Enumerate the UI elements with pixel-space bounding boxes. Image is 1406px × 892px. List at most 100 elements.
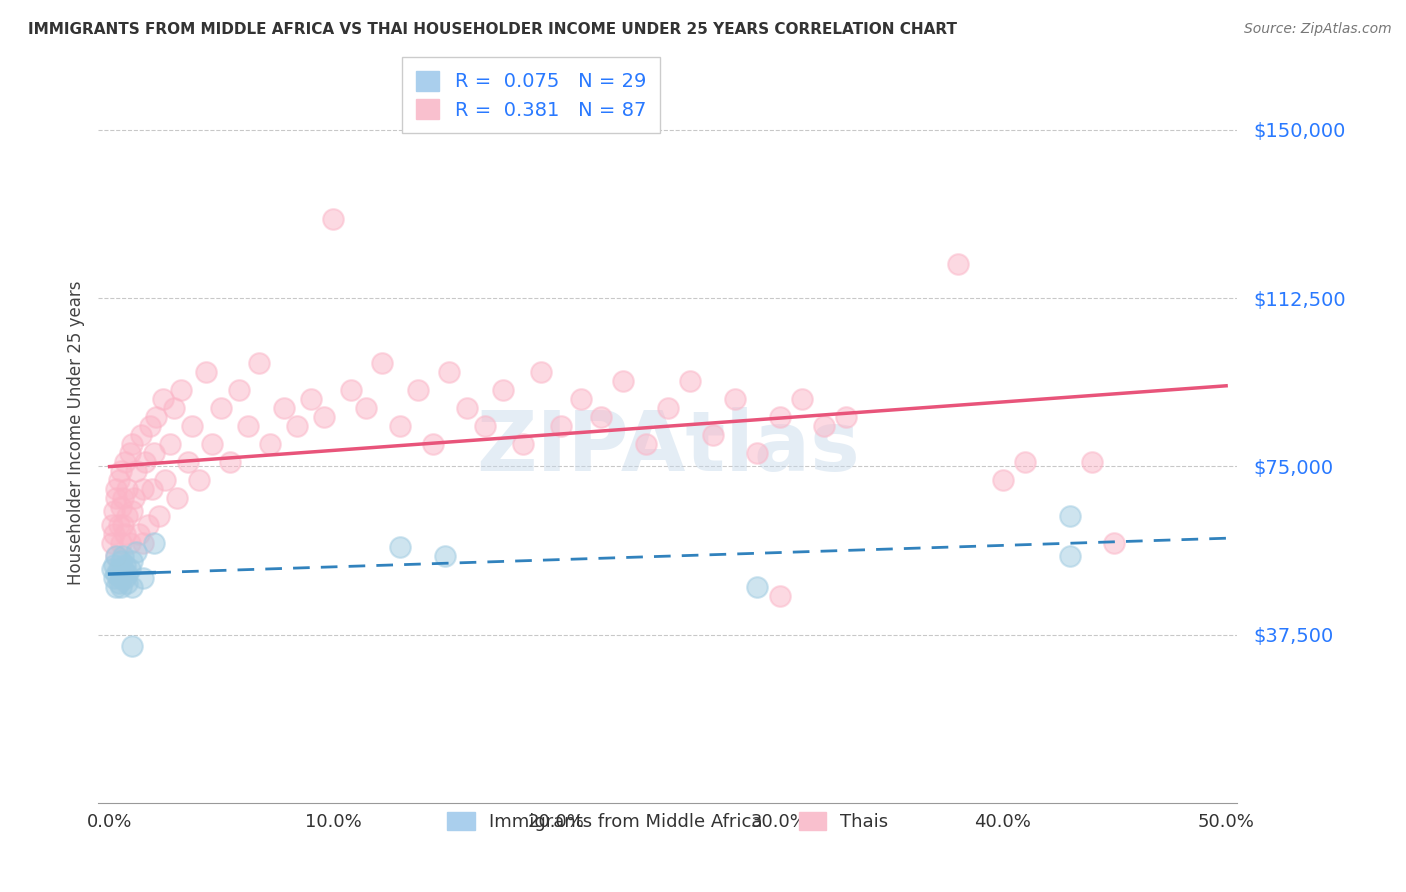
Point <box>139 418 162 433</box>
Point <box>299 392 322 406</box>
Point <box>105 491 128 505</box>
Point <box>456 401 478 415</box>
Point <box>991 473 1014 487</box>
Point <box>152 392 174 406</box>
Point <box>117 482 139 496</box>
Point <box>101 517 124 532</box>
Point <box>1059 508 1081 523</box>
Point <box>422 437 444 451</box>
Point <box>768 590 790 604</box>
Point <box>110 571 132 585</box>
Point <box>512 437 534 451</box>
Point <box>114 571 136 585</box>
Legend: Immigrants from Middle Africa, Thais: Immigrants from Middle Africa, Thais <box>433 797 903 846</box>
Point <box>118 446 141 460</box>
Point <box>117 576 139 591</box>
Point <box>946 257 969 271</box>
Point <box>117 508 139 523</box>
Point <box>121 553 143 567</box>
Point <box>105 482 128 496</box>
Point <box>322 212 344 227</box>
Point <box>747 446 769 460</box>
Text: IMMIGRANTS FROM MIDDLE AFRICA VS THAI HOUSEHOLDER INCOME UNDER 25 YEARS CORRELAT: IMMIGRANTS FROM MIDDLE AFRICA VS THAI HO… <box>28 22 957 37</box>
Point <box>105 566 128 581</box>
Point <box>110 464 132 478</box>
Point <box>129 428 152 442</box>
Point <box>259 437 281 451</box>
Point <box>121 639 143 653</box>
Point <box>166 491 188 505</box>
Point <box>111 517 134 532</box>
Point <box>111 491 134 505</box>
Point <box>110 500 132 514</box>
Point <box>529 365 551 379</box>
Point <box>105 549 128 563</box>
Point <box>589 409 612 424</box>
Point <box>101 562 124 576</box>
Point <box>768 409 790 424</box>
Point <box>132 482 155 496</box>
Point <box>702 428 724 442</box>
Point <box>121 581 143 595</box>
Point <box>114 455 136 469</box>
Point <box>107 562 129 576</box>
Point <box>247 356 270 370</box>
Point <box>118 535 141 549</box>
Point <box>724 392 747 406</box>
Text: Source: ZipAtlas.com: Source: ZipAtlas.com <box>1244 22 1392 37</box>
Point <box>1081 455 1104 469</box>
Point <box>103 558 125 572</box>
Point <box>111 549 134 563</box>
Point <box>1014 455 1036 469</box>
Point <box>201 437 224 451</box>
Point <box>790 392 813 406</box>
Point <box>107 576 129 591</box>
Point <box>107 473 129 487</box>
Point <box>491 383 513 397</box>
Point <box>170 383 193 397</box>
Point <box>747 581 769 595</box>
Y-axis label: Householder Income Under 25 years: Householder Income Under 25 years <box>66 280 84 585</box>
Point <box>339 383 361 397</box>
Point <box>121 437 143 451</box>
Point <box>148 508 170 523</box>
Point <box>110 581 132 595</box>
Point <box>406 383 429 397</box>
Point <box>136 517 159 532</box>
Point <box>388 418 411 433</box>
Point <box>134 455 156 469</box>
Point <box>103 504 125 518</box>
Point <box>228 383 250 397</box>
Point <box>145 409 167 424</box>
Point <box>813 418 835 433</box>
Point <box>163 401 186 415</box>
Point <box>114 558 136 572</box>
Point <box>103 571 125 585</box>
Point <box>437 365 460 379</box>
Point <box>121 504 143 518</box>
Point <box>107 517 129 532</box>
Point <box>143 535 166 549</box>
Point <box>118 562 141 576</box>
Point <box>1059 549 1081 563</box>
Point <box>103 526 125 541</box>
Point <box>550 418 572 433</box>
Point <box>1104 535 1126 549</box>
Point <box>236 418 259 433</box>
Point <box>371 356 394 370</box>
Point <box>125 464 148 478</box>
Point <box>219 455 242 469</box>
Point <box>143 446 166 460</box>
Point <box>835 409 858 424</box>
Point <box>194 365 217 379</box>
Point <box>132 571 155 585</box>
Point <box>356 401 378 415</box>
Point <box>679 374 702 388</box>
Point <box>612 374 634 388</box>
Point <box>285 418 308 433</box>
Point <box>187 473 209 487</box>
Point <box>101 535 124 549</box>
Point <box>312 409 335 424</box>
Point <box>122 491 145 505</box>
Point <box>141 482 163 496</box>
